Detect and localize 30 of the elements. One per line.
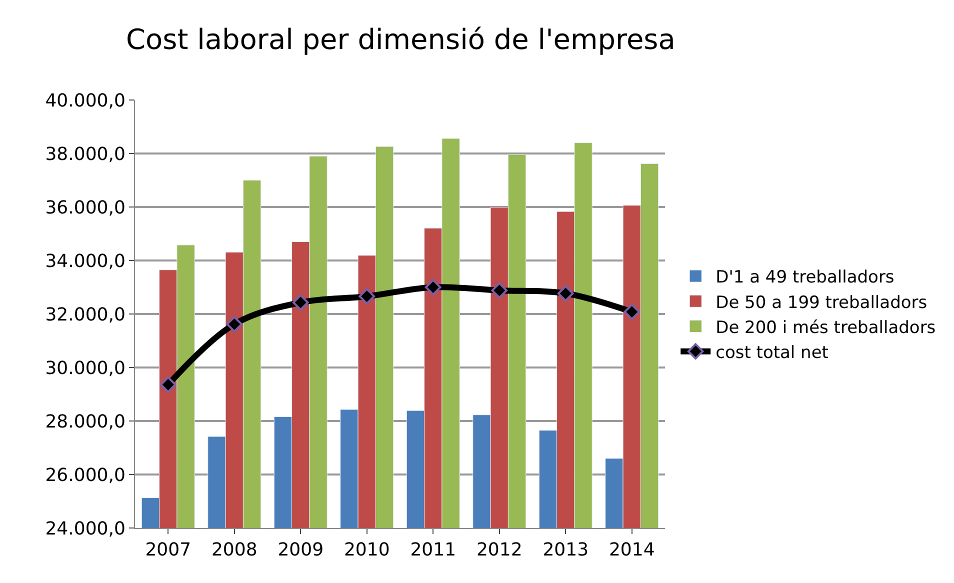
y-tick-label: 36.000,0: [45, 197, 126, 218]
x-tick-label: 2007: [145, 540, 192, 561]
y-tick-label: 26.000,0: [45, 464, 126, 486]
y-tick-label: 30.000,0: [45, 358, 126, 379]
x-tick-label: 2011: [410, 540, 456, 561]
legend-label: De 50 a 199 treballadors: [716, 292, 928, 313]
point: [557, 285, 574, 302]
x-tick-label: 2010: [344, 540, 390, 561]
y-tick-label: 24.000,0: [45, 518, 126, 540]
x-tick-label: 2009: [278, 540, 324, 561]
x-tick-label: 2008: [211, 540, 258, 561]
y-tick-label: 40.000,0: [45, 90, 126, 112]
chart-title: Cost laboral per dimensió de l'empresa: [126, 22, 676, 56]
x-tick-label: 2012: [476, 540, 522, 561]
point: [160, 376, 176, 393]
point: [424, 279, 442, 296]
y-tick-label: 32.000,0: [45, 304, 126, 326]
y-tick-label: 38.000,0: [45, 144, 126, 165]
point: [491, 282, 508, 299]
point: [358, 288, 376, 304]
x-tick-label: 2014: [608, 540, 655, 561]
x-tick-label: 2013: [542, 540, 589, 561]
legend-label: De 200 i més treballadors: [716, 318, 936, 338]
legend-label: cost total net: [716, 342, 829, 363]
y-tick-label: 28.000,0: [45, 411, 126, 432]
y-tick-label: 34.000,0: [45, 250, 126, 272]
legend-label: D'1 a 49 treballadors: [716, 268, 894, 288]
point: [624, 304, 640, 320]
point: [292, 294, 309, 311]
point: [226, 316, 243, 332]
